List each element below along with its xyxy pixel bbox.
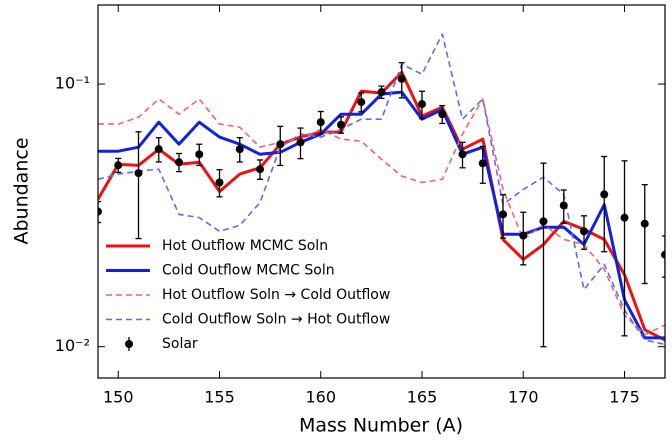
point: [357, 98, 366, 107]
frame: [97, 4, 666, 379]
x-tick-label: 165: [407, 388, 438, 407]
point: [98, 207, 102, 216]
point: [559, 201, 568, 210]
plot-area: [98, 33, 665, 348]
legend-label: Hot Outflow MCMC Soln: [162, 238, 328, 254]
point: [175, 158, 183, 167]
point: [377, 88, 386, 97]
point: [154, 145, 163, 154]
point: [600, 190, 609, 199]
point: [478, 159, 487, 168]
point: [539, 217, 548, 226]
point: [397, 74, 406, 83]
legend-label: Cold Outflow MCMC Soln: [162, 263, 335, 279]
legend-label: Cold Outflow Soln → Hot Outflow: [162, 312, 390, 328]
point: [195, 150, 204, 159]
point: [296, 138, 305, 147]
x-tick-label: 170: [508, 388, 539, 407]
point: [276, 140, 285, 149]
point: [620, 213, 629, 222]
series-line: [98, 98, 665, 336]
point: [438, 110, 447, 119]
point: [235, 145, 244, 154]
legend-label: Solar: [162, 336, 198, 352]
x-tick-label: 175: [609, 388, 640, 407]
point: [215, 178, 224, 187]
point: [114, 161, 123, 170]
point: [256, 165, 264, 174]
x-axis-label: Mass Number (A): [299, 415, 463, 437]
x-tick-label: 150: [103, 388, 134, 407]
point: [519, 231, 528, 240]
y-tick-label: 10⁻²: [55, 336, 90, 355]
point: [640, 219, 649, 228]
point: [661, 250, 665, 259]
point: [580, 227, 588, 236]
legend-label: Hot Outflow Soln → Cold Outflow: [162, 287, 390, 303]
point: [458, 150, 467, 159]
series-line: [98, 33, 665, 346]
legend-swatch: [125, 340, 133, 348]
point: [316, 118, 325, 127]
x-tick-label: 160: [305, 388, 336, 407]
y-axis-label: Abundance: [11, 137, 33, 244]
point: [337, 120, 345, 129]
x-tick-label: 155: [204, 388, 235, 407]
point: [418, 100, 426, 109]
point: [499, 210, 507, 219]
point: [134, 169, 143, 178]
y-tick-label: 10⁻¹: [55, 74, 90, 93]
